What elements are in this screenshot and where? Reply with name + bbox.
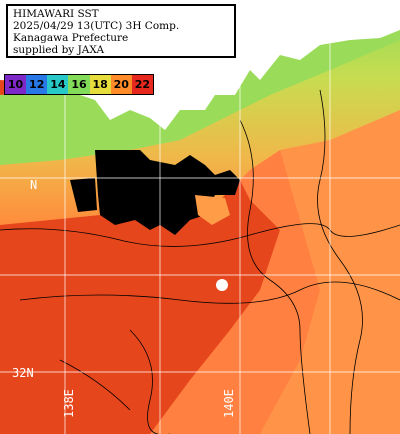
lat-label-n: N [30, 178, 38, 192]
legend-cell: 18 [89, 75, 111, 94]
lon-label-138e: 138E [62, 389, 76, 418]
region-line: Kanagawa Prefecture [13, 32, 129, 44]
contour-lines [0, 89, 400, 434]
lat-label-32n: 32N [12, 366, 34, 380]
warm-eddy [195, 195, 230, 225]
contour-line [59, 359, 131, 411]
credit-line: supplied by JAXA [13, 44, 105, 56]
legend-cell: 14 [47, 75, 69, 94]
datetime-line: 2025/04/29 13(UTC) 3H Comp. [13, 20, 180, 32]
legend-cell: 20 [110, 75, 132, 94]
title-line: HIMAWARI SST [13, 8, 99, 20]
temperature-legend: 10 12 14 16 18 20 22 [4, 74, 154, 95]
cloud-patch-west [70, 178, 97, 212]
contour-line [239, 119, 311, 434]
contour-line [129, 329, 170, 434]
legend-cell: 16 [68, 75, 90, 94]
contour-line [0, 223, 400, 247]
legend-cell: 10 [5, 75, 27, 94]
island [216, 279, 228, 291]
legend-cell: 22 [131, 75, 153, 94]
title-box: HIMAWARI SST 2025/04/29 13(UTC) 3H Comp.… [6, 4, 236, 58]
legend-cell: 12 [26, 75, 48, 94]
contour-line [317, 89, 363, 434]
lon-label-140e: 140E [222, 389, 236, 418]
